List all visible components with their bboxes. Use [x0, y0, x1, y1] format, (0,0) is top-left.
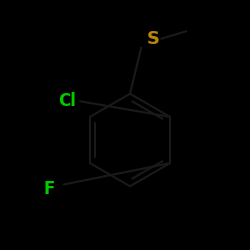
Text: Cl: Cl	[58, 92, 76, 110]
Text: F: F	[43, 180, 54, 198]
Text: S: S	[147, 30, 160, 48]
